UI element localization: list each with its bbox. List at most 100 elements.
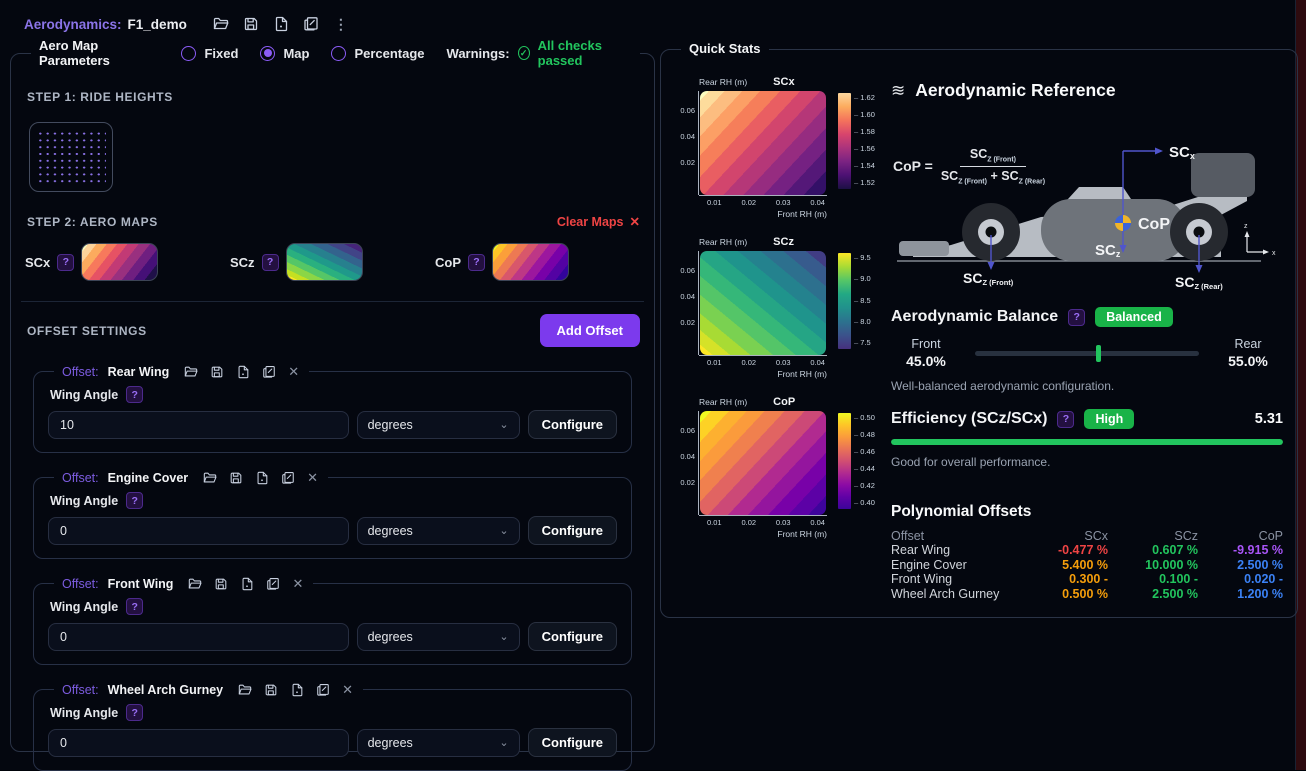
unit-select[interactable]: degrees ⌄	[357, 729, 520, 757]
offset-open-folder-icon[interactable]	[186, 575, 203, 592]
row-scx-value: -0.477 %	[1023, 543, 1108, 557]
f1-car-diagram: z x SCx CoP SCz SCZ (Front) SCZ (Rear) C…	[891, 109, 1283, 297]
offset-save-icon[interactable]	[227, 469, 244, 486]
scz-help-icon[interactable]: ?	[262, 254, 279, 271]
scz-colorbar	[838, 253, 851, 349]
x-tick: 0.02	[741, 198, 756, 207]
radio-percentage-circle-icon[interactable]	[331, 46, 346, 61]
unit-select-value: degrees	[368, 630, 413, 644]
front-balance: Front 45.0%	[891, 337, 961, 369]
duplicate-icon[interactable]	[301, 14, 321, 34]
scx-help-icon[interactable]: ?	[57, 254, 74, 271]
offset-new-file-icon[interactable]	[253, 469, 270, 486]
x-tick: 0.03	[776, 198, 791, 207]
offset-duplicate-icon[interactable]	[314, 681, 331, 698]
offset-open-folder-icon[interactable]	[236, 681, 253, 698]
offset-name: Engine Cover	[108, 471, 189, 485]
x-tick: 0.03	[776, 358, 791, 367]
balance-slider-thumb[interactable]	[1096, 345, 1101, 362]
x-tick: 0.01	[707, 198, 722, 207]
offset-prefix: Offset:	[62, 365, 99, 379]
wing-angle-input[interactable]	[48, 729, 349, 757]
balance-slider-row: Front 45.0% Rear 55.0%	[891, 337, 1283, 369]
balance-caption: Well-balanced aerodynamic configuration.	[891, 379, 1283, 393]
radio-fixed-circle-icon[interactable]	[181, 46, 196, 61]
configure-button[interactable]: Configure	[528, 516, 617, 545]
wing-angle-input[interactable]	[48, 623, 349, 651]
offset-new-file-icon[interactable]	[238, 575, 255, 592]
radio-fixed-label: Fixed	[204, 46, 238, 61]
new-file-icon[interactable]	[271, 14, 291, 34]
add-offset-button[interactable]: Add Offset	[540, 314, 640, 347]
save-icon[interactable]	[241, 14, 261, 34]
offset-open-folder-icon[interactable]	[201, 469, 218, 486]
scz-plot-xlabel: Front RH (m)	[675, 369, 827, 379]
unit-select[interactable]: degrees ⌄	[357, 623, 520, 651]
wing-angle-input[interactable]	[48, 411, 349, 439]
aero-map-parameters-header: Aero Map Parameters Fixed Map Percentage…	[39, 38, 632, 68]
row-cop-value: 0.020 -	[1198, 572, 1283, 586]
row-cop-value: 2.500 %	[1198, 558, 1283, 572]
cop-contour-plot: Rear RH (m) CoP 0.06 0.04 0.02 0.50	[675, 396, 879, 539]
x-tick: 0.04	[810, 518, 825, 527]
offset-prefix: Offset:	[62, 683, 99, 697]
offset-close-icon[interactable]: ✕	[286, 364, 301, 380]
radio-map-circle-icon[interactable]	[260, 46, 275, 61]
wing-angle-help-icon[interactable]: ?	[126, 492, 143, 509]
wing-angle-help-icon[interactable]: ?	[126, 598, 143, 615]
title-bar: Aerodynamics: F1_demo ⋮	[24, 14, 351, 34]
check-circle-icon: ✓	[518, 46, 530, 60]
y-tick: 0.02	[680, 318, 695, 327]
configure-button[interactable]: Configure	[528, 728, 617, 757]
row-scz-value: 10.000 %	[1108, 558, 1198, 572]
x-tick: 0.01	[707, 358, 722, 367]
scz-colorbar-ticks: 9.5 9.0 8.5 8.0 7.5	[854, 251, 871, 349]
efficiency-help-icon[interactable]: ?	[1057, 411, 1074, 428]
scx-map-thumbnail[interactable]	[81, 243, 158, 281]
wing-angle-help-icon[interactable]: ?	[126, 704, 143, 721]
offset-close-icon[interactable]: ✕	[305, 470, 320, 486]
scx-map-label: SCx	[25, 255, 50, 270]
clear-maps-button[interactable]: Clear Maps ✕	[557, 214, 640, 229]
offset-duplicate-icon[interactable]	[264, 575, 281, 592]
scz-map-thumbnail[interactable]	[286, 243, 363, 281]
cb-tick: 8.0	[854, 317, 871, 326]
x-tick: 0.01	[707, 518, 722, 527]
offset-save-icon[interactable]	[208, 363, 225, 380]
row-scx-value: 5.400 %	[1023, 558, 1108, 572]
balance-slider-track[interactable]	[975, 351, 1199, 356]
balance-help-icon[interactable]: ?	[1068, 309, 1085, 326]
offset-close-icon[interactable]: ✕	[290, 576, 305, 592]
offset-new-file-icon[interactable]	[234, 363, 251, 380]
rear-balance: Rear 55.0%	[1213, 337, 1283, 369]
open-folder-icon[interactable]	[211, 14, 231, 34]
radio-map[interactable]: Map	[260, 46, 309, 61]
cop-map-thumbnail[interactable]	[492, 243, 569, 281]
configure-button[interactable]: Configure	[528, 410, 617, 439]
cb-tick: 1.60	[854, 110, 875, 119]
x-tick: 0.03	[776, 518, 791, 527]
ride-heights-grid-button[interactable]	[29, 122, 113, 192]
cop-help-icon[interactable]: ?	[468, 254, 485, 271]
overflow-menu-icon[interactable]: ⋮	[331, 14, 351, 34]
offset-open-folder-icon[interactable]	[182, 363, 199, 380]
offset-duplicate-icon[interactable]	[260, 363, 277, 380]
formula-numerator: SCZ (Front)	[960, 147, 1026, 167]
offset-duplicate-icon[interactable]	[279, 469, 296, 486]
scz-rear-label: SCZ (Rear)	[1175, 274, 1223, 291]
unit-select[interactable]: degrees ⌄	[357, 411, 520, 439]
unit-select[interactable]: degrees ⌄	[357, 517, 520, 545]
radio-percentage[interactable]: Percentage	[331, 46, 424, 61]
radio-fixed[interactable]: Fixed	[181, 46, 238, 61]
offset-save-icon[interactable]	[262, 681, 279, 698]
cop-colorbar-ticks: 0.50 0.48 0.46 0.44 0.42 0.40	[854, 411, 875, 509]
scx-x-axis: 0.01 0.02 0.03 0.04	[699, 195, 827, 207]
wing-angle-input[interactable]	[48, 517, 349, 545]
offset-new-file-icon[interactable]	[288, 681, 305, 698]
wing-angle-help-icon[interactable]: ?	[126, 386, 143, 403]
scz-map-label: SCz	[230, 255, 255, 270]
offset-close-icon[interactable]: ✕	[340, 682, 355, 698]
configure-button[interactable]: Configure	[528, 622, 617, 651]
offset-save-icon[interactable]	[212, 575, 229, 592]
scz-y-axis: 0.06 0.04 0.02	[675, 251, 699, 355]
